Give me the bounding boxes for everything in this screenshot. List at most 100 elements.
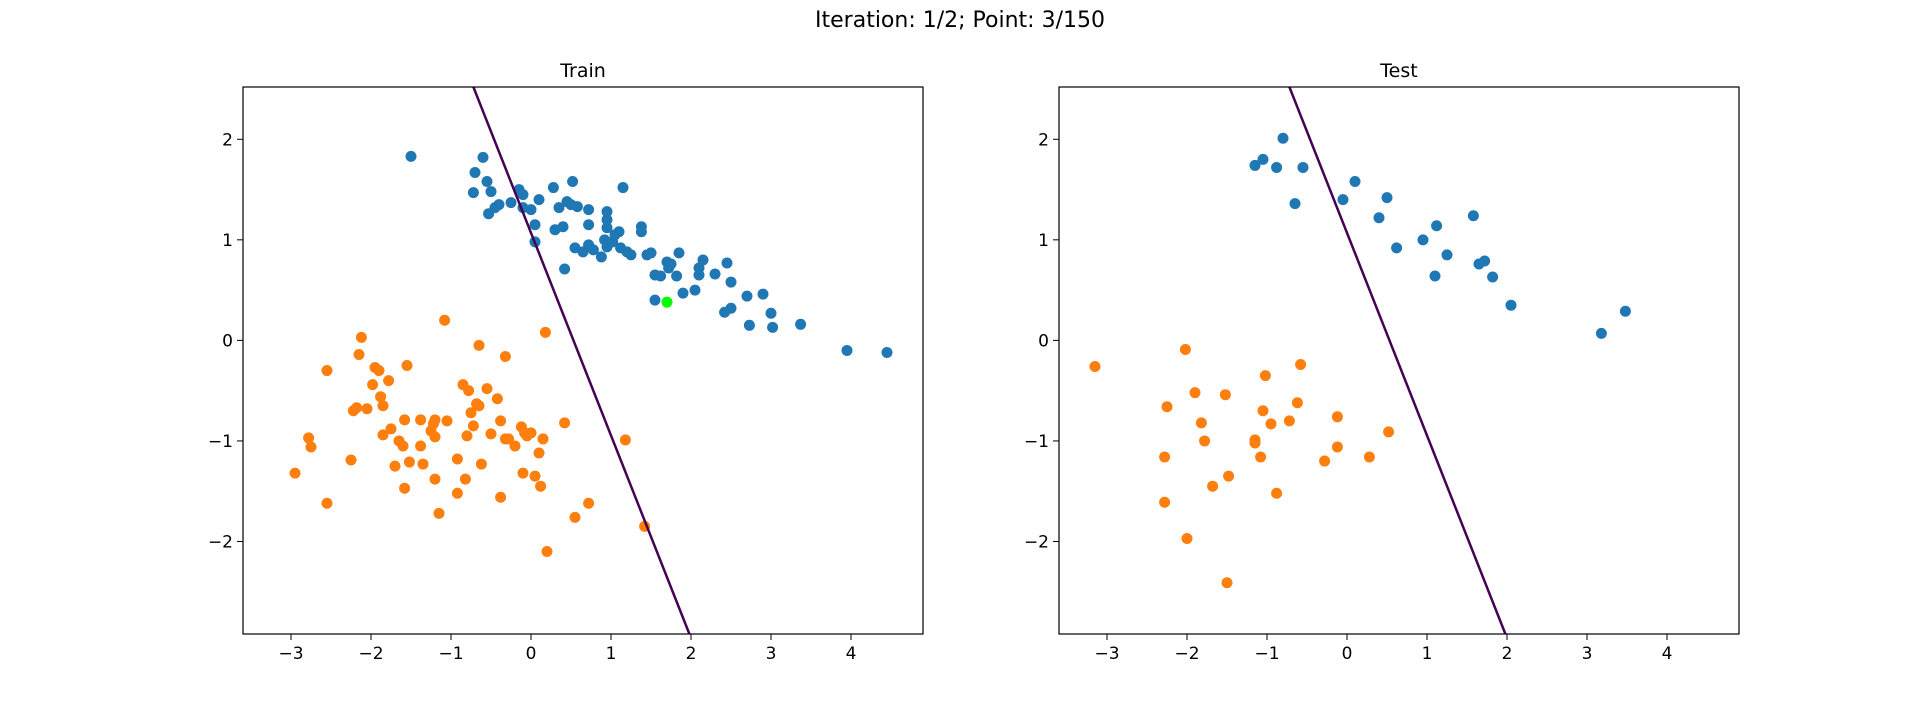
scatter-point	[465, 407, 477, 419]
scatter-point	[509, 440, 521, 452]
scatter-point	[697, 254, 709, 266]
scatter-point	[403, 456, 415, 468]
x-tick-label: 4	[1662, 644, 1673, 664]
scatter-point	[671, 270, 683, 282]
scatter-point	[1441, 249, 1453, 261]
scatter-point	[757, 288, 769, 300]
scatter-point	[1319, 455, 1331, 467]
scatter-point	[1259, 370, 1271, 382]
scatter-point	[451, 487, 463, 499]
scatter-point	[517, 467, 529, 479]
scatter-point	[1277, 132, 1289, 144]
scatter-point	[601, 214, 613, 226]
x-tick-label: 4	[846, 644, 857, 664]
y-tick-label: −2	[1024, 532, 1049, 552]
scatter-point	[495, 491, 507, 503]
scatter-point	[655, 270, 667, 282]
scatter-point	[559, 263, 571, 275]
scatter-point	[1383, 426, 1395, 438]
scatter-point	[1619, 305, 1631, 317]
x-tick-label: −1	[438, 644, 463, 664]
scatter-point	[1249, 437, 1261, 449]
scatter-point	[1195, 417, 1207, 429]
scatter-point	[1089, 361, 1101, 373]
x-tick-label: 0	[526, 644, 537, 664]
scatter-point	[1223, 470, 1235, 482]
scatter-point	[569, 511, 581, 523]
scatter-point	[451, 453, 463, 465]
figure-title: Iteration: 1/2; Point: 3/150	[815, 8, 1105, 33]
scatter-point	[473, 339, 485, 351]
x-tick-label: −3	[1094, 644, 1119, 664]
axes-title: Train	[559, 60, 606, 82]
scatter-point	[397, 440, 409, 452]
x-tick-label: 2	[686, 644, 697, 664]
scatter-point	[1257, 405, 1269, 417]
scatter-point	[351, 402, 363, 414]
scatter-point	[467, 420, 479, 432]
scatter-point	[619, 434, 631, 446]
scatter-point	[535, 480, 547, 492]
scatter-point	[433, 507, 445, 519]
scatter-point	[361, 403, 373, 415]
x-tick-label: −1	[1254, 644, 1279, 664]
scatter-point	[553, 202, 565, 214]
scatter-point	[557, 221, 569, 233]
scatter-point	[385, 423, 397, 435]
scatter-point	[1417, 234, 1429, 246]
scatter-point	[617, 182, 629, 194]
scatter-point	[765, 307, 777, 319]
scatter-point	[567, 176, 579, 188]
y-tick-label: −1	[208, 432, 233, 452]
y-tick-label: −1	[1024, 432, 1049, 452]
scatter-point	[1161, 401, 1173, 413]
scatter-point	[529, 219, 541, 231]
scatter-point	[373, 365, 385, 377]
scatter-point	[429, 473, 441, 485]
scatter-point	[1373, 212, 1385, 224]
scatter-point	[1479, 255, 1491, 267]
scatter-point	[1429, 270, 1441, 282]
scatter-point	[417, 458, 429, 470]
scatter-point	[483, 208, 495, 220]
decision-boundary-line	[1288, 87, 1507, 634]
scatter-point	[689, 284, 701, 296]
scatter-point	[345, 454, 357, 466]
scatter-point	[477, 151, 489, 163]
scatter-point	[461, 430, 473, 442]
x-tick-label: 1	[606, 644, 617, 664]
scatter-point	[1295, 359, 1307, 371]
scatter-point	[649, 294, 661, 306]
current-point-marker	[661, 296, 673, 308]
x-tick-label: −2	[1174, 644, 1199, 664]
axes-title: Test	[1379, 60, 1417, 82]
scatter-point	[1199, 435, 1211, 447]
scatter-point	[303, 432, 315, 444]
axes-frame	[1058, 86, 1740, 635]
scatter-point	[1487, 271, 1499, 283]
x-tick-label: 3	[1582, 644, 1593, 664]
scatter-point	[1337, 194, 1349, 206]
scatter-point	[1271, 161, 1283, 173]
x-tick-label: 3	[766, 644, 777, 664]
scatter-point	[601, 222, 613, 234]
y-tick-label: −2	[208, 532, 233, 552]
scatter-point	[505, 197, 517, 209]
scatter-point	[401, 360, 413, 372]
scatter-point	[459, 473, 471, 485]
y-tick-label: 1	[1038, 231, 1049, 251]
scatter-point	[1255, 451, 1267, 463]
scatter-point	[595, 251, 607, 263]
scatter-point	[583, 219, 595, 231]
scatter-point	[429, 431, 441, 443]
scatter-point	[1505, 299, 1517, 311]
scatter-point	[353, 348, 365, 360]
scatter-point	[377, 429, 389, 441]
scatter-point	[1283, 415, 1295, 427]
scatter-point	[767, 321, 779, 333]
scatter-point	[1271, 487, 1283, 499]
scatter-point	[1207, 480, 1219, 492]
train-axes: Train −3 −2 −1 0 1 2 3 4 −2 −1 0 1 2	[208, 60, 924, 664]
scatter-point	[1179, 343, 1191, 355]
scatter-point	[525, 204, 537, 216]
